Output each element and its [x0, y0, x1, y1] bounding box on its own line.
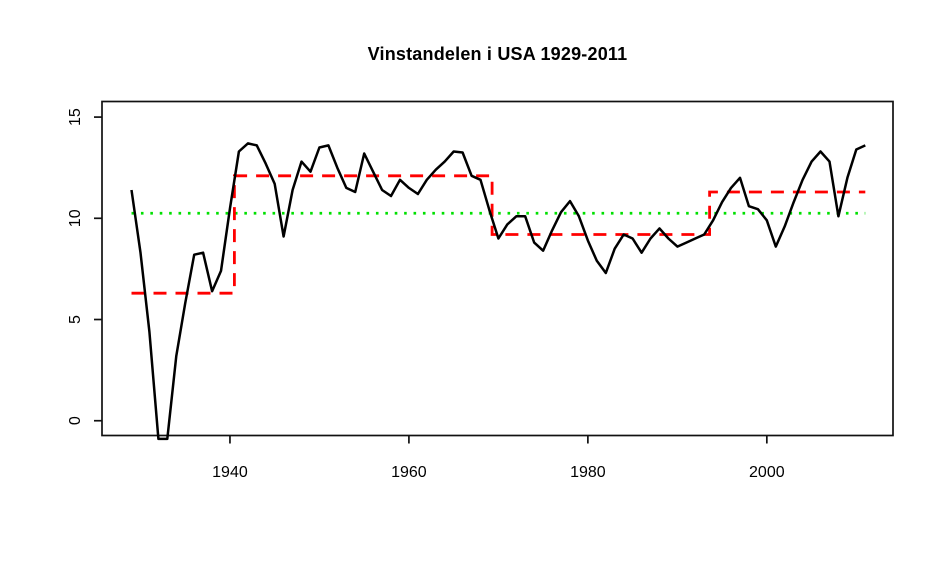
y-axis-tick-label: 15 — [67, 108, 84, 126]
x-axis-tick-label: 1940 — [212, 464, 248, 481]
x-axis-tick-label: 1980 — [570, 464, 606, 481]
chart-title: Vinstandelen i USA 1929-2011 — [367, 44, 628, 64]
regime-mean-step-line — [131, 174, 866, 295]
x-axis-tick-label: 2000 — [749, 464, 785, 481]
y-axis-tick-label: 5 — [67, 315, 84, 324]
x-axis-tick-label: 1960 — [391, 464, 427, 481]
y-axis-tick-label: 10 — [67, 209, 84, 227]
plot-box — [101, 100, 894, 437]
y-axis-tick-label: 0 — [67, 416, 84, 425]
profit-share-line — [130, 142, 866, 441]
